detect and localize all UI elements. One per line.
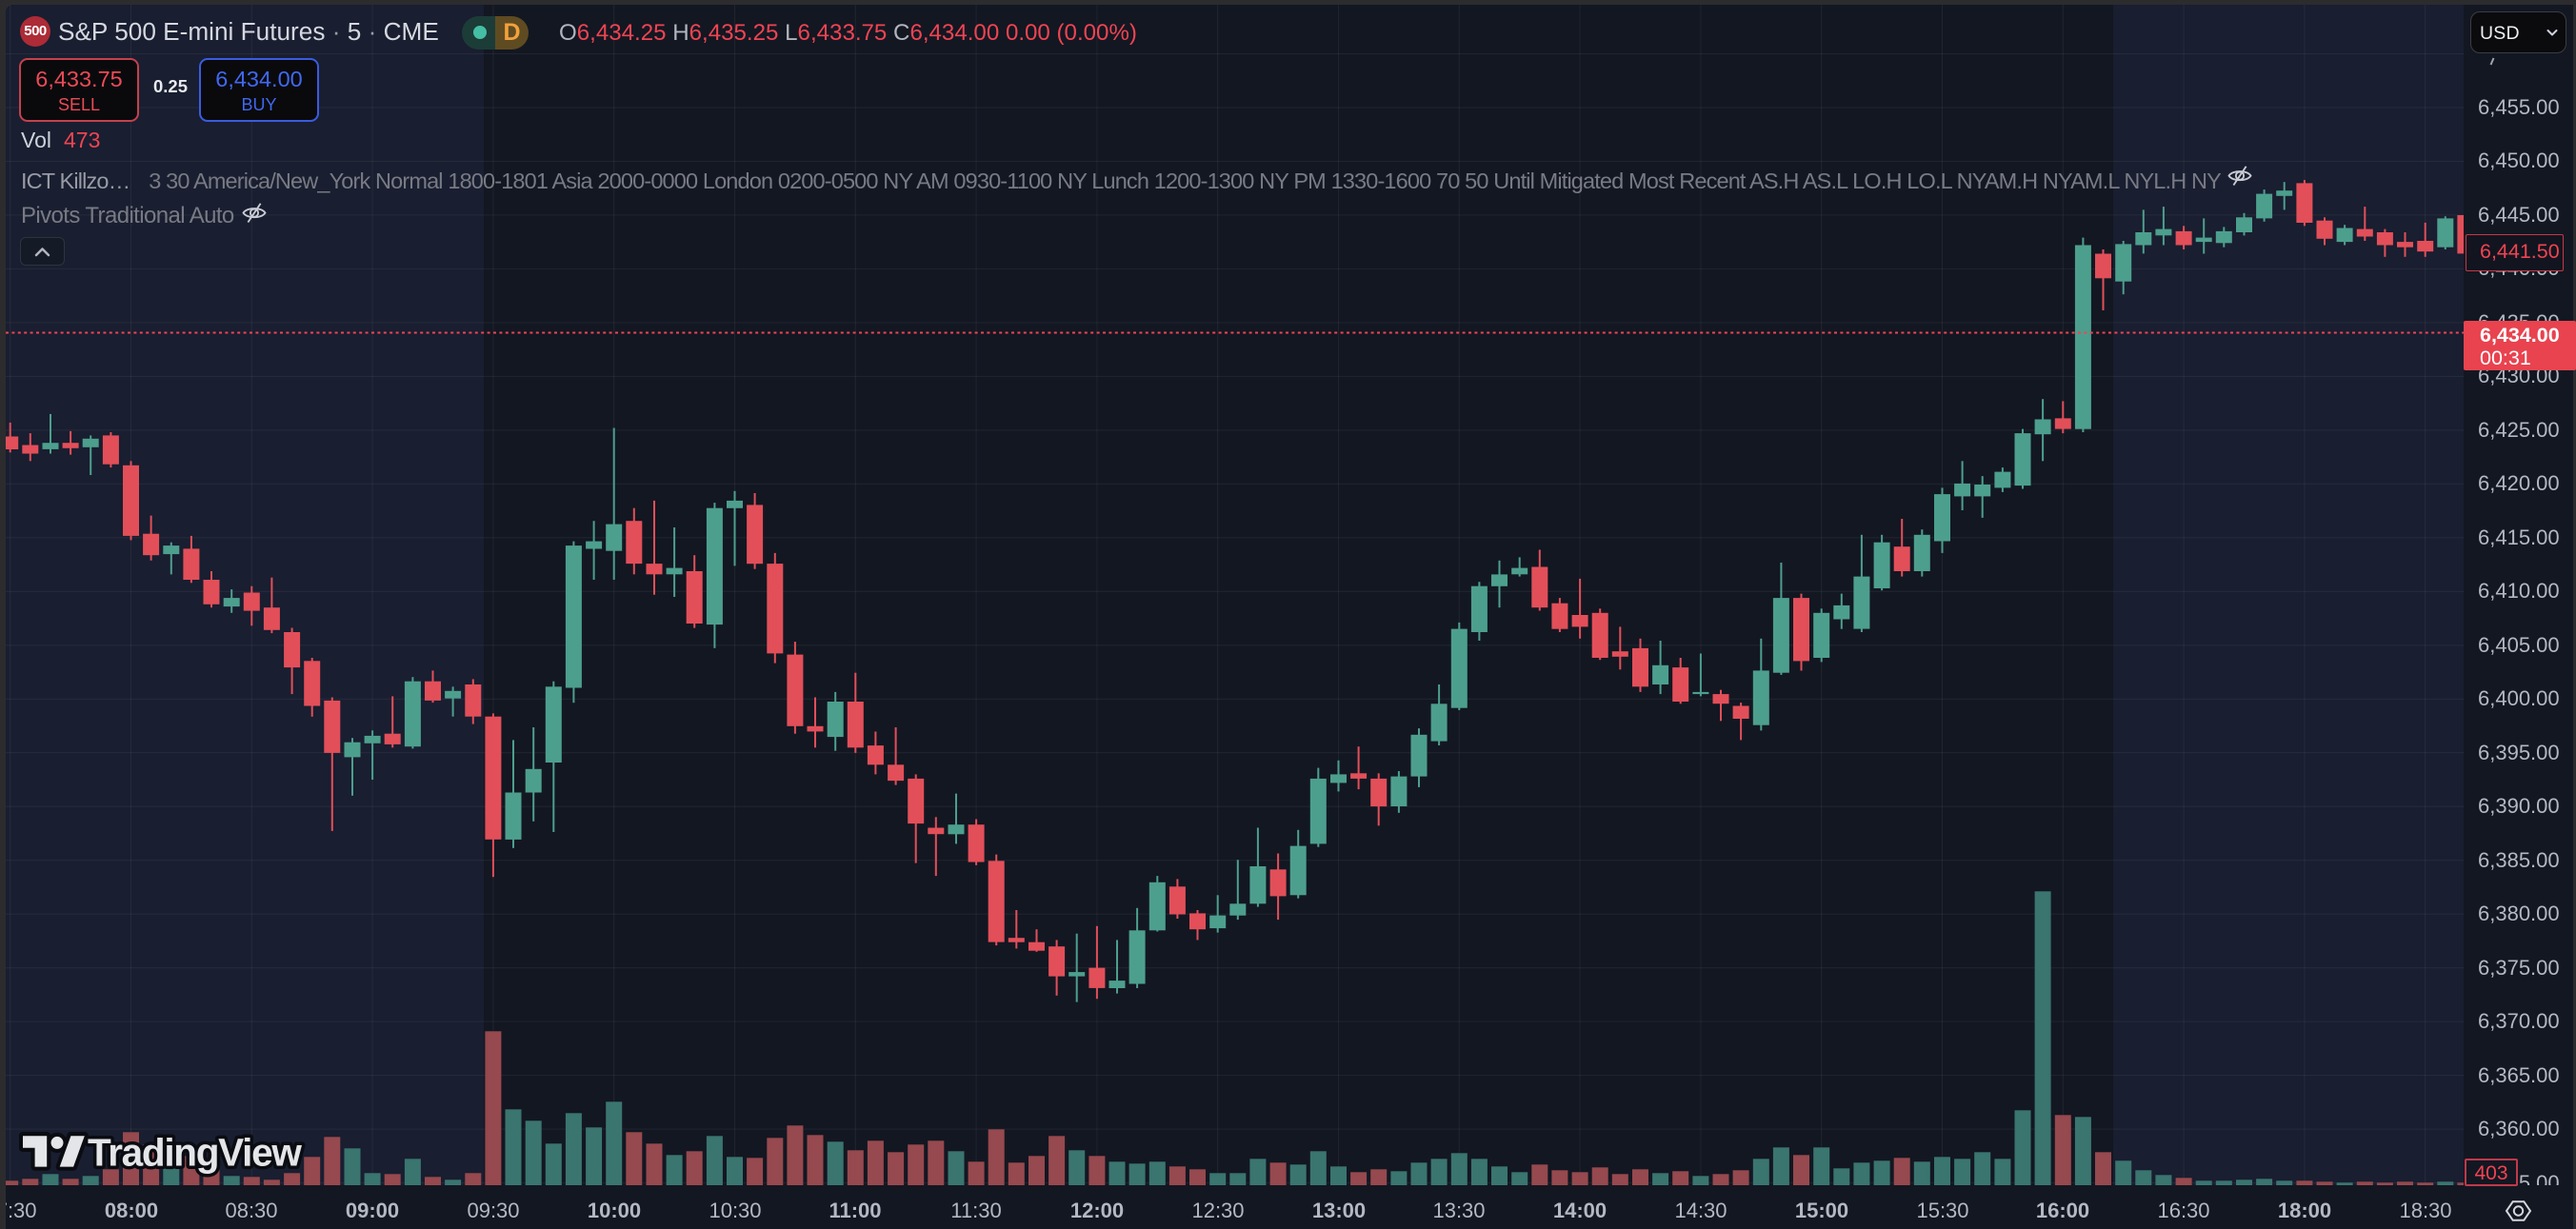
svg-text:TradingView: TradingView: [88, 1131, 302, 1175]
